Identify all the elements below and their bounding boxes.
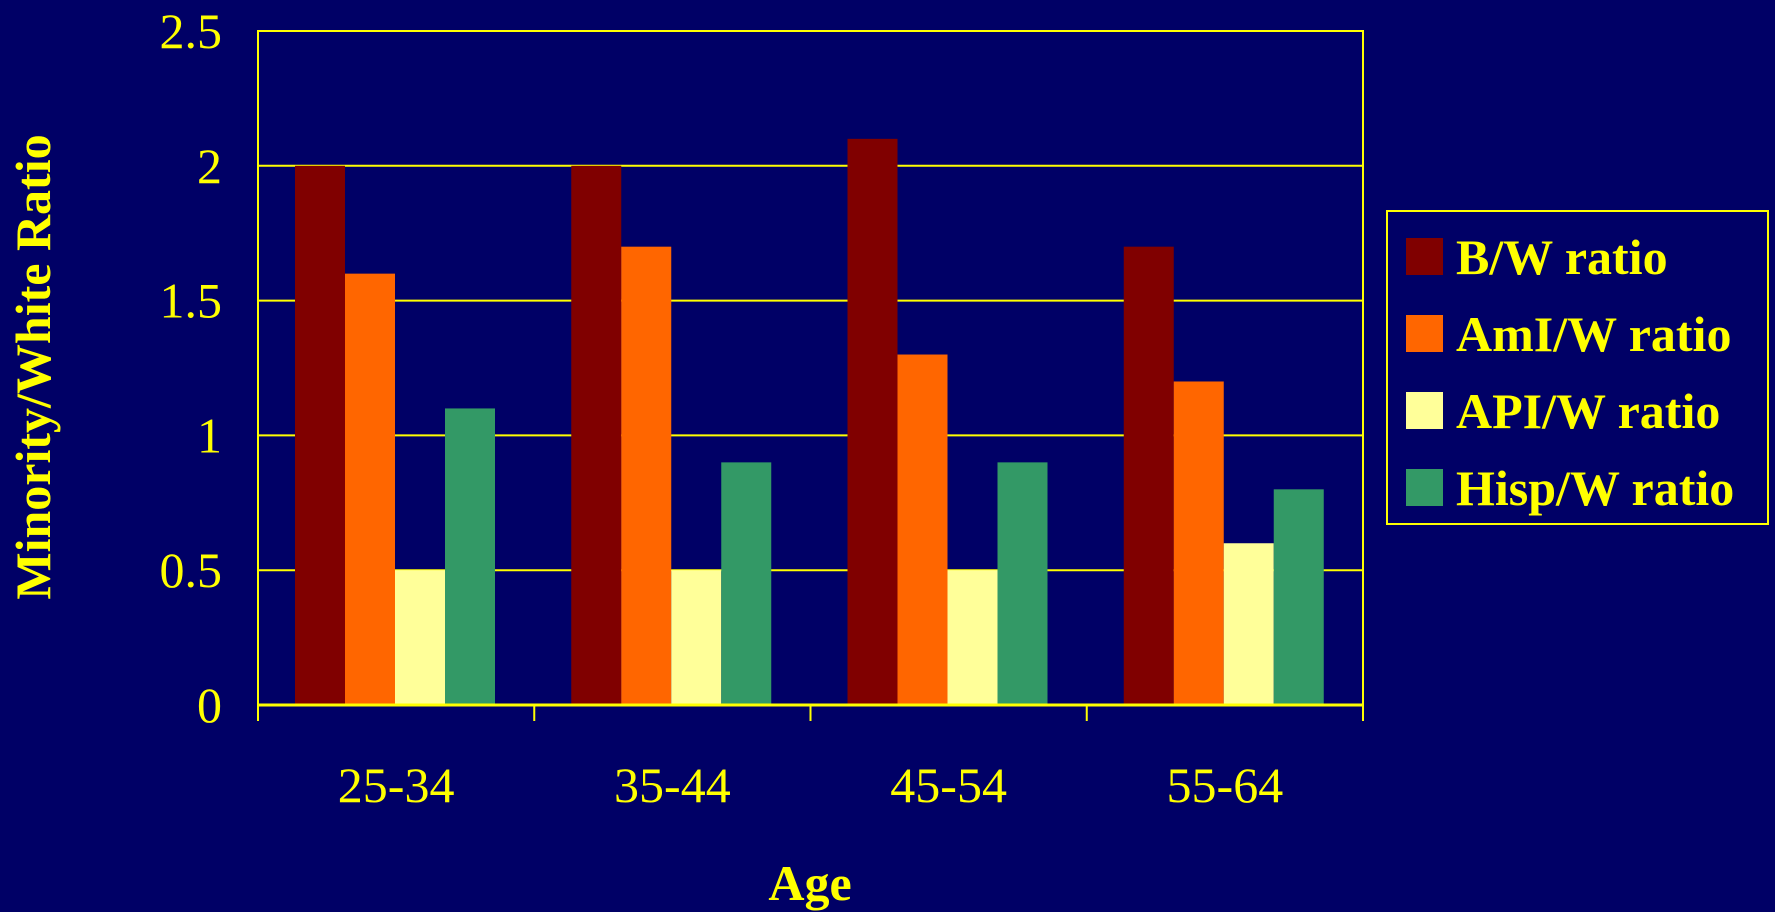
bar (997, 462, 1048, 705)
bar (395, 570, 445, 705)
y-tick-label: 2.5 (160, 3, 223, 59)
legend-box (1386, 210, 1769, 525)
legend-swatch (1406, 315, 1443, 352)
x-tick-label: 35-44 (614, 757, 731, 813)
bar (621, 246, 672, 705)
x-tick-labels: 25-34 35-44 45-54 55-64 (338, 757, 1283, 813)
bar (1173, 381, 1224, 705)
y-tick-label: 1.5 (160, 273, 223, 329)
y-axis-title: Minority/White Ratio (5, 134, 61, 599)
legend-label: Hisp/W ratio (1456, 460, 1734, 516)
bar (947, 570, 998, 705)
legend-swatch (1406, 469, 1443, 506)
x-tick-label: 45-54 (890, 757, 1007, 813)
bar (571, 165, 622, 706)
y-tick-label: 2 (197, 138, 222, 194)
legend-label: API/W ratio (1456, 383, 1720, 439)
bar (897, 354, 948, 705)
legend: B/W ratio AmI/W ratio API/W ratio Hisp/W ra… (1386, 210, 1769, 525)
y-tick-label: 0.5 (160, 542, 223, 598)
bar (1223, 543, 1274, 705)
legend-label: AmI/W ratio (1456, 306, 1731, 362)
bar (721, 462, 772, 705)
bar (1273, 489, 1324, 705)
x-tick-label: 25-34 (338, 757, 455, 813)
bar (345, 273, 395, 705)
legend-swatch (1406, 392, 1443, 429)
bar (445, 408, 495, 705)
x-axis-title: Age (768, 855, 851, 911)
y-tick-label: 0 (197, 677, 222, 733)
bar (1123, 246, 1174, 705)
bar (847, 138, 898, 706)
bars (295, 138, 1324, 706)
bar (671, 570, 722, 705)
x-tick-label: 55-64 (1167, 757, 1284, 813)
legend-swatch (1406, 238, 1443, 275)
axes (257, 30, 1364, 721)
y-tick-labels: 0 0.5 1 1.5 2 2.5 (160, 3, 223, 733)
legend-label: B/W ratio (1456, 229, 1668, 285)
y-tick-label: 1 (197, 407, 222, 463)
bar (295, 165, 345, 706)
